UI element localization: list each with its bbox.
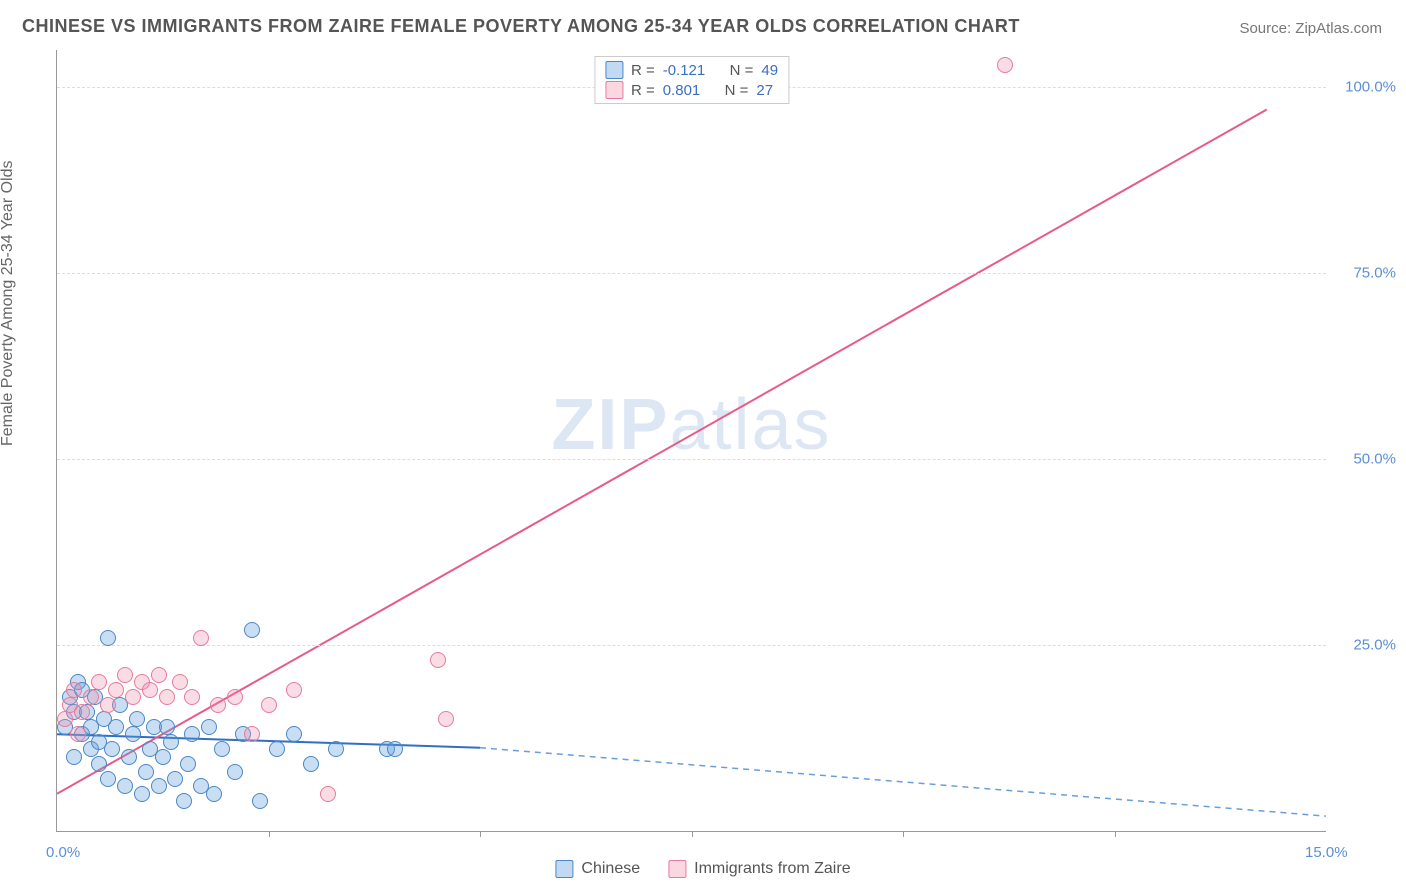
data-point — [244, 622, 260, 638]
chart-title: CHINESE VS IMMIGRANTS FROM ZAIRE FEMALE … — [22, 16, 1020, 37]
data-point — [138, 764, 154, 780]
y-axis-label: Female Poverty Among 25-34 Year Olds — [0, 161, 17, 447]
gridline — [57, 459, 1326, 460]
data-point — [91, 756, 107, 772]
x-tick-mark — [692, 831, 693, 837]
data-point — [328, 741, 344, 757]
data-point — [438, 711, 454, 727]
y-tick-label: 75.0% — [1353, 265, 1396, 282]
source-attribution: Source: ZipAtlas.com — [1239, 20, 1382, 37]
data-point — [117, 667, 133, 683]
data-point — [151, 667, 167, 683]
data-point — [176, 793, 192, 809]
x-tick-mark — [269, 831, 270, 837]
legend-swatch — [668, 860, 686, 878]
data-point — [180, 756, 196, 772]
data-point — [83, 689, 99, 705]
data-point — [91, 674, 107, 690]
x-tick-mark — [480, 831, 481, 837]
data-point — [163, 734, 179, 750]
data-point — [286, 682, 302, 698]
data-point — [206, 786, 222, 802]
data-point — [269, 741, 285, 757]
data-point — [108, 719, 124, 735]
data-point — [184, 689, 200, 705]
watermark: ZIPatlas — [551, 384, 831, 466]
data-point — [70, 726, 86, 742]
legend-n-value: 27 — [756, 82, 773, 99]
legend-swatch — [605, 61, 623, 79]
data-point — [151, 778, 167, 794]
gridline — [57, 273, 1326, 274]
legend-n-label: N = — [725, 82, 749, 99]
data-point — [159, 689, 175, 705]
legend-series-label: Immigrants from Zaire — [694, 860, 850, 878]
data-point — [134, 786, 150, 802]
y-tick-label: 25.0% — [1353, 637, 1396, 654]
data-point — [303, 756, 319, 772]
legend-swatch — [605, 81, 623, 99]
legend-stats: R = -0.121 N = 49 R = 0.801 N = 27 — [594, 56, 789, 104]
legend-item: Chinese — [555, 860, 640, 878]
data-point — [252, 793, 268, 809]
data-point — [125, 726, 141, 742]
data-point — [74, 704, 90, 720]
trend-lines — [57, 50, 1326, 831]
data-point — [100, 697, 116, 713]
x-tick-mark — [1115, 831, 1116, 837]
legend-item: Immigrants from Zaire — [668, 860, 850, 878]
data-point — [227, 689, 243, 705]
legend-series-label: Chinese — [581, 860, 640, 878]
legend-r-label: R = — [631, 82, 655, 99]
legend-r-value: 0.801 — [663, 82, 701, 99]
data-point — [320, 786, 336, 802]
y-tick-label: 100.0% — [1345, 79, 1396, 96]
x-tick-start: 0.0% — [46, 844, 80, 861]
plot-area: ZIPatlas 25.0%50.0%75.0%100.0% R = -0.12… — [56, 50, 1326, 832]
data-point — [167, 771, 183, 787]
legend-bottom: Chinese Immigrants from Zaire — [555, 860, 850, 878]
data-point — [172, 674, 188, 690]
data-point — [155, 749, 171, 765]
data-point — [193, 630, 209, 646]
data-point — [244, 726, 260, 742]
data-point — [286, 726, 302, 742]
legend-n-label: N = — [730, 62, 754, 79]
legend-r-label: R = — [631, 62, 655, 79]
x-tick-mark — [903, 831, 904, 837]
legend-stat-row: R = -0.121 N = 49 — [605, 61, 778, 79]
data-point — [261, 697, 277, 713]
data-point — [100, 771, 116, 787]
data-point — [117, 778, 133, 794]
data-point — [57, 711, 73, 727]
data-point — [184, 726, 200, 742]
data-point — [387, 741, 403, 757]
data-point — [142, 682, 158, 698]
data-point — [227, 764, 243, 780]
legend-swatch — [555, 860, 573, 878]
data-point — [121, 749, 137, 765]
legend-stat-row: R = 0.801 N = 27 — [605, 81, 778, 99]
data-point — [210, 697, 226, 713]
data-point — [214, 741, 230, 757]
data-point — [430, 652, 446, 668]
data-point — [66, 682, 82, 698]
data-point — [997, 57, 1013, 73]
data-point — [201, 719, 217, 735]
x-tick-end: 15.0% — [1305, 844, 1348, 861]
data-point — [100, 630, 116, 646]
data-point — [125, 689, 141, 705]
data-point — [104, 741, 120, 757]
data-point — [108, 682, 124, 698]
legend-n-value: 49 — [761, 62, 778, 79]
gridline — [57, 645, 1326, 646]
legend-r-value: -0.121 — [663, 62, 706, 79]
data-point — [66, 749, 82, 765]
data-point — [159, 719, 175, 735]
data-point — [129, 711, 145, 727]
y-tick-label: 50.0% — [1353, 451, 1396, 468]
